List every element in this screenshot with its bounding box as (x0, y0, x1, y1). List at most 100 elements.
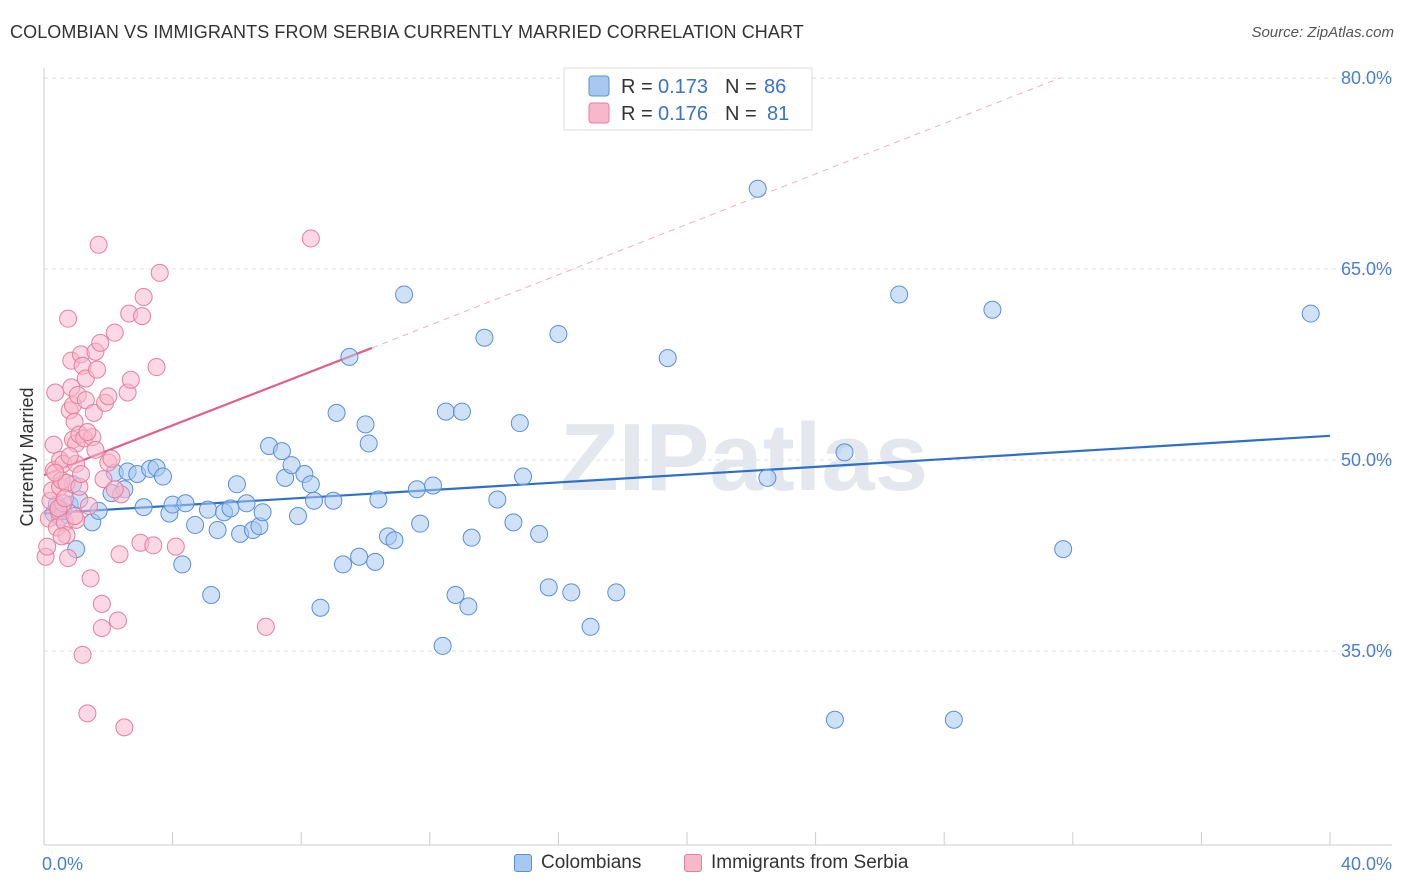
data-point[interactable] (153, 467, 172, 486)
data-point[interactable] (73, 645, 92, 664)
data-point[interactable] (59, 309, 78, 328)
data-point[interactable] (38, 537, 57, 556)
data-point[interactable] (340, 347, 359, 366)
data-point[interactable] (549, 324, 568, 343)
data-point[interactable] (825, 710, 844, 729)
data-point[interactable] (89, 235, 108, 254)
data-point[interactable] (452, 402, 471, 421)
data-point[interactable] (446, 585, 465, 604)
data-point[interactable] (80, 496, 99, 515)
data-point[interactable] (301, 475, 320, 494)
data-point[interactable] (198, 500, 217, 519)
data-point[interactable] (150, 263, 169, 282)
data-point[interactable] (475, 328, 494, 347)
data-point[interactable] (301, 229, 320, 248)
data-point[interactable] (327, 403, 346, 422)
data-point[interactable] (78, 422, 97, 441)
data-point[interactable] (1054, 540, 1073, 559)
data-point[interactable] (108, 611, 127, 630)
legend-item-colombians[interactable]: Colombians (514, 852, 641, 874)
data-point[interactable] (84, 403, 103, 422)
data-point[interactable] (983, 300, 1002, 319)
data-point[interactable] (71, 465, 90, 484)
data-point[interactable] (237, 494, 256, 513)
data-point[interactable] (504, 513, 523, 532)
data-point[interactable] (186, 515, 205, 534)
data-point[interactable] (488, 490, 507, 509)
data-point[interactable] (433, 636, 452, 655)
data-point[interactable] (395, 285, 414, 304)
data-point[interactable] (227, 475, 246, 494)
data-point[interactable] (221, 499, 240, 518)
data-point[interactable] (514, 467, 533, 486)
data-point[interactable] (202, 585, 221, 604)
data-point[interactable] (81, 569, 100, 588)
data-point[interactable] (272, 442, 291, 461)
data-point[interactable] (121, 370, 140, 389)
data-point[interactable] (92, 594, 111, 613)
data-point[interactable] (76, 391, 95, 410)
data-point[interactable] (581, 617, 600, 636)
data-point[interactable] (134, 288, 153, 307)
data-point[interactable] (46, 463, 65, 482)
data-point[interactable] (462, 528, 481, 547)
data-point[interactable] (92, 619, 111, 638)
data-point[interactable] (105, 323, 124, 342)
data-point[interactable] (436, 402, 455, 421)
data-point[interactable] (65, 507, 84, 526)
data-point[interactable] (658, 349, 677, 368)
data-point[interactable] (86, 440, 105, 459)
data-point[interactable] (144, 536, 163, 555)
data-point[interactable] (411, 514, 430, 533)
data-point[interactable] (55, 489, 74, 508)
data-point[interactable] (510, 414, 529, 433)
data-point[interactable] (99, 387, 118, 406)
data-point[interactable] (385, 531, 404, 550)
data-point[interactable] (147, 358, 166, 377)
data-point[interactable] (288, 507, 307, 526)
data-point[interactable] (562, 583, 581, 602)
data-point[interactable] (333, 555, 352, 574)
data-point[interactable] (176, 494, 195, 513)
data-point[interactable] (133, 307, 152, 326)
data-point[interactable] (52, 527, 71, 546)
data-point[interactable] (350, 547, 369, 566)
data-point[interactable] (105, 480, 124, 499)
data-point[interactable] (835, 443, 854, 462)
data-point[interactable] (256, 617, 275, 636)
data-point[interactable] (890, 285, 909, 304)
data-point[interactable] (944, 710, 963, 729)
data-point[interactable] (539, 578, 558, 597)
data-point[interactable] (356, 415, 375, 434)
data-point[interactable] (369, 490, 388, 509)
data-point[interactable] (134, 498, 153, 517)
data-point[interactable] (253, 503, 272, 522)
data-point[interactable] (46, 383, 65, 402)
data-point[interactable] (366, 552, 385, 571)
legend-item-serbia[interactable]: Immigrants from Serbia (684, 852, 908, 874)
data-point[interactable] (1301, 304, 1320, 323)
data-point[interactable] (166, 537, 185, 556)
data-point[interactable] (78, 704, 97, 723)
data-point[interactable] (94, 470, 113, 489)
data-point[interactable] (282, 456, 301, 475)
data-point[interactable] (115, 718, 134, 737)
data-point[interactable] (208, 521, 227, 540)
data-point[interactable] (88, 360, 107, 379)
data-point[interactable] (459, 597, 478, 616)
data-point[interactable] (607, 583, 626, 602)
data-point[interactable] (44, 435, 63, 454)
data-point[interactable] (424, 476, 443, 495)
data-point[interactable] (748, 179, 767, 198)
data-point[interactable] (110, 545, 129, 564)
data-point[interactable] (758, 468, 777, 487)
data-point[interactable] (407, 480, 426, 499)
data-point[interactable] (530, 524, 549, 543)
data-point[interactable] (324, 491, 343, 510)
data-point[interactable] (102, 449, 121, 468)
data-point[interactable] (91, 333, 110, 352)
data-point[interactable] (173, 555, 192, 574)
data-point[interactable] (59, 549, 78, 568)
data-point[interactable] (359, 434, 378, 453)
data-point[interactable] (60, 447, 79, 466)
